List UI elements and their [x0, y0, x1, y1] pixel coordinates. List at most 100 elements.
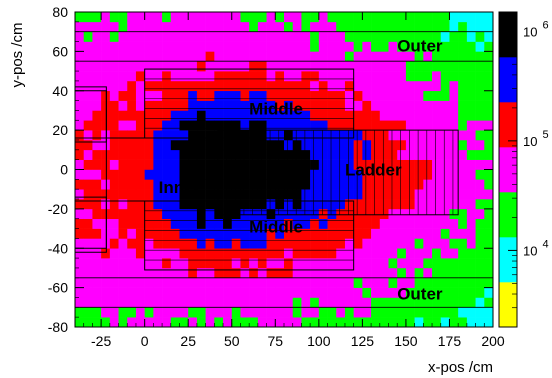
heatmap-cell: [205, 21, 215, 32]
heatmap-cell: [75, 228, 85, 239]
heatmap-cell: [310, 100, 320, 111]
heatmap-cell: [414, 218, 424, 229]
heatmap-cell: [231, 287, 241, 298]
heatmap-cell: [284, 228, 294, 239]
heatmap-cell: [388, 110, 398, 121]
heatmap-cell: [379, 307, 389, 318]
heatmap-cell: [101, 110, 111, 121]
heatmap-cell: [109, 287, 119, 298]
heatmap-cell: [379, 287, 389, 298]
heatmap-cell: [458, 159, 468, 170]
heatmap-cell: [405, 287, 415, 298]
heatmap-cell: [458, 12, 468, 23]
heatmap-cell: [162, 238, 172, 249]
heatmap-cell: [118, 297, 128, 308]
heatmap-cell: [432, 21, 442, 32]
heatmap-cell: [440, 287, 450, 298]
heatmap-cell: [75, 61, 85, 72]
heatmap-cell: [432, 130, 442, 141]
heatmap-cell: [92, 80, 102, 92]
heatmap-cell: [214, 90, 224, 101]
heatmap-cell: [379, 159, 389, 170]
x-tick-label: -25: [91, 333, 111, 349]
heatmap-cell: [466, 139, 476, 151]
heatmap-cell: [240, 61, 250, 72]
x-tick-label: 100: [307, 333, 331, 349]
x-tick-label: 75: [268, 333, 284, 349]
heatmap-cell: [127, 297, 137, 308]
heatmap-cell: [170, 199, 180, 210]
heatmap-cell: [466, 90, 476, 101]
heatmap-cell: [301, 267, 311, 279]
heatmap-cell: [170, 238, 180, 249]
heatmap-cell: [371, 307, 381, 318]
heatmap-cell: [75, 189, 85, 200]
heatmap-cell: [266, 307, 276, 318]
heatmap-cell: [458, 238, 468, 249]
heatmap-cell: [179, 199, 189, 210]
heatmap-cell: [310, 287, 320, 298]
heatmap-cell: [371, 297, 381, 308]
heatmap-cell: [414, 189, 424, 200]
heatmap-cell: [75, 287, 85, 298]
heatmap-cell: [205, 248, 215, 259]
heatmap-cell: [257, 218, 267, 229]
heatmap-cell: [205, 80, 215, 92]
heatmap-cell: [162, 12, 172, 23]
heatmap-cell: [231, 248, 241, 259]
heatmap-cell: [362, 139, 372, 151]
heatmap-cell: [266, 12, 276, 23]
heatmap-cell: [458, 80, 468, 92]
heatmap-cell: [466, 238, 476, 249]
heatmap-cell: [318, 51, 328, 62]
heatmap-cell: [318, 110, 328, 121]
heatmap-cell: [135, 80, 145, 92]
heatmap-cell: [449, 179, 459, 190]
heatmap-cell: [449, 218, 459, 229]
heatmap-cell: [344, 100, 354, 111]
heatmap-cell: [179, 258, 189, 269]
heatmap-cell: [83, 21, 93, 32]
heatmap-cell: [318, 149, 328, 160]
heatmap-cell: [397, 307, 407, 318]
y-tick-label: 20: [52, 122, 68, 138]
heatmap-cell: [92, 218, 102, 229]
heatmap-cell: [109, 100, 119, 111]
heatmap-cell: [127, 51, 137, 62]
heatmap-cell: [466, 297, 476, 308]
heatmap-cell: [353, 149, 363, 160]
heatmap-cell: [449, 21, 459, 32]
heatmap-cell: [292, 179, 302, 190]
heatmap-cell: [75, 297, 85, 308]
heatmap-cell: [449, 51, 459, 62]
heatmap-cell: [440, 307, 450, 318]
heatmap-cell: [475, 90, 485, 101]
heatmap-cell: [275, 130, 285, 141]
heatmap-cell: [223, 139, 233, 151]
heatmap-cell: [188, 61, 198, 72]
heatmap-cell: [440, 139, 450, 151]
heatmap-cell: [214, 61, 224, 72]
heatmap-cell: [466, 287, 476, 298]
heatmap-cell: [275, 31, 285, 42]
heatmap-cell: [101, 12, 111, 23]
heatmap-cell: [458, 189, 468, 200]
heatmap-cell: [214, 258, 224, 269]
heatmap-cell: [449, 307, 459, 318]
heatmap-cell: [275, 199, 285, 210]
heatmap-cell: [144, 139, 154, 151]
heatmap-cell: [475, 61, 485, 72]
heatmap-cell: [135, 149, 145, 160]
heatmap-cell: [205, 41, 215, 52]
heatmap-cell: [458, 31, 468, 42]
heatmap-cell: [127, 218, 137, 229]
heatmap-cell: [284, 189, 294, 200]
heatmap-cell: [318, 130, 328, 141]
heatmap-cell: [310, 238, 320, 249]
heatmap-cell: [188, 100, 198, 111]
heatmap-cell: [240, 169, 250, 180]
heatmap-cell: [353, 130, 363, 141]
heatmap-cell: [101, 277, 111, 288]
heatmap-cell: [135, 228, 145, 239]
heatmap-cell: [188, 317, 198, 328]
